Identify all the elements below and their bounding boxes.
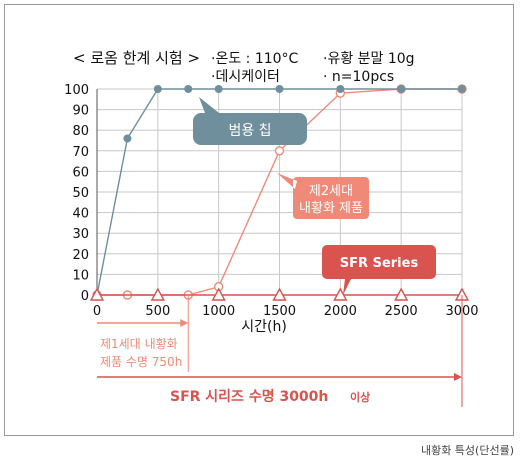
y-tick-label: 60 — [72, 165, 89, 180]
data-point — [336, 85, 345, 93]
data-point — [89, 287, 105, 301]
gen2-label-line1: 제2세대 — [309, 184, 353, 199]
x-tick-label: 1500 — [263, 304, 296, 319]
x-tick-label: 0 — [93, 304, 101, 319]
y-tick-label: 20 — [72, 248, 89, 263]
y-tick-label: 10 — [72, 268, 89, 283]
x-tick-label: 500 — [145, 304, 170, 319]
y-tick-label: 40 — [72, 207, 89, 222]
y-tick-label: 50 — [72, 186, 89, 201]
data-point — [150, 287, 166, 301]
data-point — [458, 85, 466, 93]
gen2-callout — [277, 173, 369, 219]
gen2-label-line2: 내황화 제품 — [299, 201, 363, 216]
data-point — [275, 85, 284, 93]
y-tick-label: 30 — [72, 227, 89, 242]
condition-sample-count: · n=10pcs — [323, 69, 394, 85]
figure-frame: 0 10 20 30 40 50 60 70 80 90 100 0 500 1000 1500 2000 25… — [4, 4, 514, 436]
y-tick-label: 90 — [72, 104, 89, 119]
gen1-lifetime-line1: 제1세대 내황화 — [100, 337, 178, 351]
condition-temperature: ·온도 : 110°C — [211, 51, 299, 67]
data-point — [274, 146, 285, 156]
y-tick-label: 70 — [72, 145, 89, 160]
test-title: < 로옴 한계 시험 > — [73, 49, 200, 67]
x-tick-label: 1000 — [202, 304, 235, 319]
sfr-lifetime-suffix: 이상 — [350, 390, 370, 404]
data-point — [333, 287, 348, 301]
data-point — [153, 85, 162, 93]
y-tick-label: 80 — [72, 124, 89, 139]
data-point — [214, 85, 223, 93]
data-point — [393, 287, 409, 301]
x-axis-label: 시간(h) — [241, 319, 287, 335]
generic-chip-callout — [193, 97, 307, 145]
sfr-lifetime-text: SFR 시리즈 수명 3000h — [170, 388, 328, 405]
gen1-lifetime-line2: 제품 수명 750h — [100, 355, 182, 369]
sfr-arrowhead — [454, 373, 462, 381]
figure-caption: 내황화 특성(단선률) — [420, 444, 514, 457]
data-point — [397, 85, 406, 93]
y-tick-label: 100 — [64, 83, 89, 98]
sfr-callout — [322, 245, 436, 295]
sfr-callout-label: SFR Series — [340, 256, 419, 271]
data-point — [211, 287, 226, 301]
gen1-arrowhead — [180, 319, 189, 327]
condition-sulfur: ·유황 분말 10g — [323, 51, 415, 67]
data-point — [123, 134, 132, 143]
condition-desiccator: ·데시케이터 — [211, 69, 280, 85]
generic-chip-label: 범용 칩 — [228, 123, 271, 139]
y-tick-label: 0 — [81, 289, 89, 304]
x-tick-label: 2500 — [385, 304, 418, 319]
data-point — [272, 287, 287, 301]
data-point — [184, 85, 193, 93]
x-tick-label: 2000 — [324, 304, 357, 319]
